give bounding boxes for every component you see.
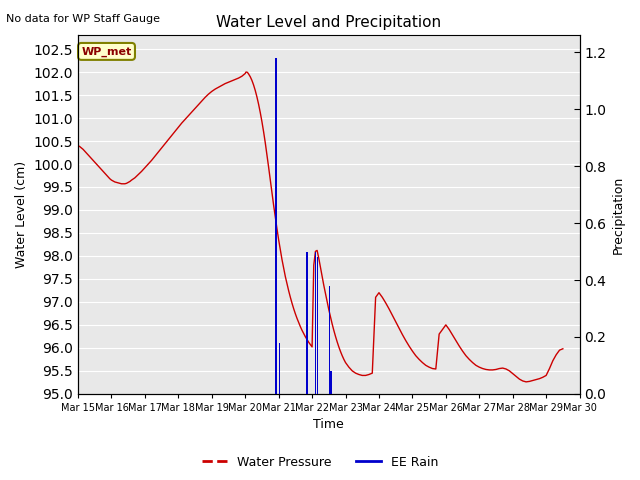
Text: No data for WP Staff Gauge: No data for WP Staff Gauge — [6, 14, 161, 24]
Title: Water Level and Precipitation: Water Level and Precipitation — [216, 15, 442, 30]
Bar — [275, 58, 276, 394]
Legend: Water Pressure, EE Rain: Water Pressure, EE Rain — [196, 451, 444, 474]
X-axis label: Time: Time — [314, 419, 344, 432]
Text: WP_met: WP_met — [81, 46, 132, 57]
Bar — [317, 257, 319, 394]
Bar — [307, 252, 308, 394]
Bar — [278, 343, 280, 394]
Bar — [315, 252, 316, 394]
Bar — [329, 286, 330, 394]
Y-axis label: Precipitation: Precipitation — [612, 176, 625, 254]
Bar — [330, 371, 332, 394]
Y-axis label: Water Level (cm): Water Level (cm) — [15, 161, 28, 268]
